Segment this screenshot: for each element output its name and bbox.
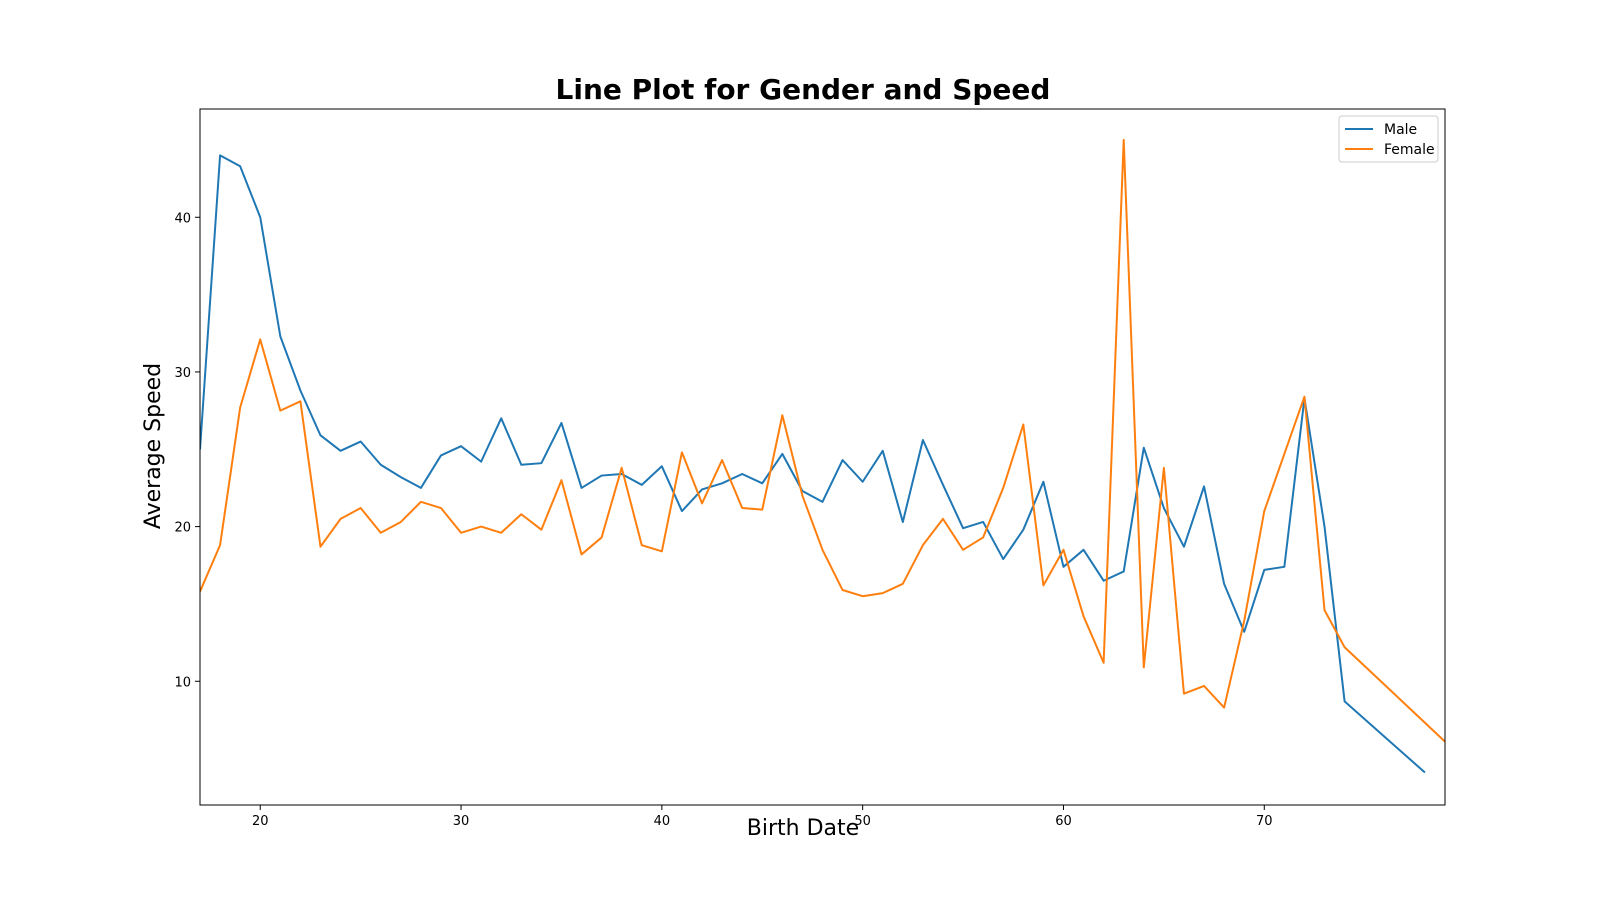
y-tick-label: 30 (174, 366, 191, 381)
x-tick-label: 50 (854, 814, 871, 829)
x-tick-label: 30 (453, 814, 470, 829)
series-line-male (200, 154, 1426, 774)
plot-area: 20 30 40 50 60 70 10 20 30 40 Male Female (174, 108, 1446, 829)
x-axis-label: Birth Date (747, 816, 859, 841)
y-tick-label: 40 (174, 211, 191, 226)
chart-title: Line Plot for Gender and Speed (556, 73, 1051, 106)
x-tick-label: 40 (654, 814, 671, 829)
x-tick-label: 20 (252, 814, 269, 829)
legend-label-male: Male (1384, 122, 1417, 138)
series-line-female (200, 138, 1445, 743)
legend-label-female: Female (1384, 142, 1435, 158)
y-tick-label: 10 (174, 675, 191, 690)
legend-box (1338, 115, 1439, 163)
y-tick-label: 20 (174, 521, 191, 536)
legend: Male Female (1338, 115, 1439, 163)
plot-frame (199, 108, 1446, 806)
y-axis-label: Average Speed (141, 363, 166, 529)
x-tick-label: 70 (1256, 814, 1273, 829)
x-tick-label: 60 (1055, 814, 1072, 829)
